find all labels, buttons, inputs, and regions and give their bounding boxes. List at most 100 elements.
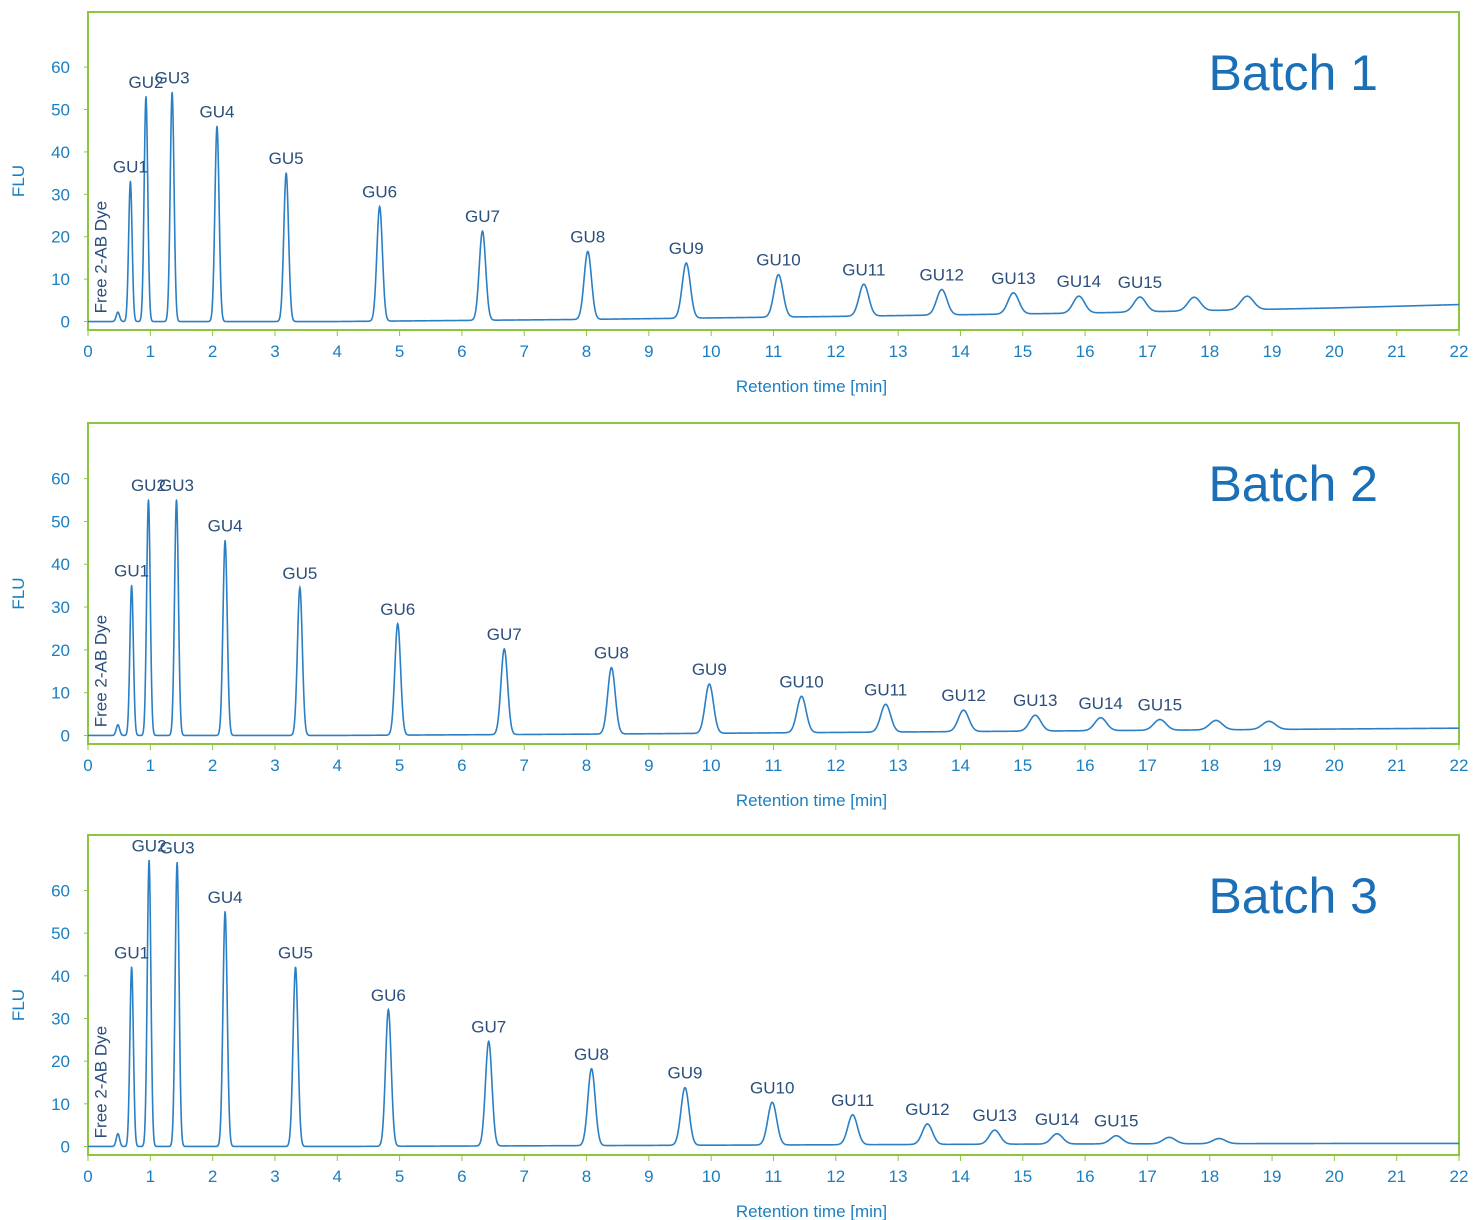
y-tick-label: 0 (61, 726, 70, 745)
peak-label-gu12: GU12 (905, 1100, 949, 1119)
x-tick-label: 15 (1013, 1167, 1032, 1186)
x-tick-label: 10 (702, 342, 721, 361)
peak-point (117, 723, 119, 726)
peak-point (175, 499, 178, 501)
peak-point (147, 499, 150, 501)
peak-label-gu11: GU11 (842, 260, 885, 279)
peak-label-gu8: GU8 (570, 228, 605, 247)
batch-title: Batch 1 (1208, 45, 1378, 101)
peak-point (1034, 714, 1037, 717)
peak-point (962, 709, 965, 711)
peak-label-gu2: GU2 (131, 476, 166, 495)
chromatogram-trace (88, 860, 1459, 1148)
x-tick-label: 10 (702, 1167, 721, 1186)
peak-point (1139, 296, 1141, 298)
peak-label-gu13: GU13 (991, 269, 1035, 288)
x-tick-label: 18 (1200, 1167, 1219, 1186)
peak-label-gu14: GU14 (1078, 694, 1122, 713)
y-tick-label: 10 (51, 270, 70, 289)
x-tick-label: 19 (1263, 1167, 1282, 1186)
peak-label-gu14: GU14 (1057, 272, 1101, 291)
peak-label-gu14: GU14 (1035, 1110, 1079, 1129)
y-tick-label: 40 (51, 555, 70, 574)
peak-label-gu2: GU2 (128, 73, 163, 92)
peak-point (117, 311, 119, 313)
x-tick-label: 12 (826, 756, 845, 775)
peak-point (685, 262, 688, 264)
x-tick-label: 9 (644, 342, 653, 361)
y-tick-label: 10 (51, 684, 70, 703)
chromatogram-trace (88, 499, 1460, 737)
y-tick-label: 60 (51, 470, 70, 489)
peak-label-gu10: GU10 (779, 672, 823, 691)
peak-point (130, 966, 133, 969)
peak-label-gu8: GU8 (594, 644, 629, 663)
peak-label-gu1: GU1 (113, 158, 148, 177)
peak-point (224, 539, 226, 542)
peak-point (117, 1132, 119, 1135)
x-tick-label: 9 (644, 1167, 653, 1186)
y-tick-label: 60 (51, 58, 70, 77)
peak-point (590, 1067, 593, 1070)
x-axis-title: Retention time [min] (736, 377, 887, 396)
x-tick-label: 13 (889, 342, 908, 361)
x-tick-label: 11 (765, 756, 783, 775)
x-tick-label: 11 (765, 342, 783, 361)
x-tick-label: 18 (1200, 342, 1219, 361)
peak-point (1215, 719, 1217, 722)
peak-point (884, 703, 887, 706)
y-axis-title: FLU (9, 165, 28, 197)
x-tick-label: 14 (951, 756, 970, 775)
peak-point (800, 695, 803, 698)
x-tick-label: 16 (1076, 342, 1095, 361)
peak-label-gu6: GU6 (380, 600, 415, 619)
x-tick-label: 8 (582, 1167, 591, 1186)
y-axis-title: FLU (9, 989, 28, 1021)
x-tick-label: 11 (765, 1167, 783, 1186)
peak-label-gu13: GU13 (1013, 691, 1057, 710)
peak-point (586, 250, 589, 253)
x-tick-label: 14 (951, 342, 970, 361)
peak-point (926, 1123, 929, 1125)
peak-label-gu3: GU3 (155, 69, 190, 88)
peak-label-gu3: GU3 (159, 476, 194, 495)
x-tick-label: 17 (1138, 756, 1157, 775)
peak-label-gu15: GU15 (1138, 696, 1182, 715)
peak-point (1159, 718, 1161, 721)
y-tick-label: 40 (51, 143, 70, 162)
x-tick-label: 9 (644, 756, 653, 775)
peak-label-gu12: GU12 (920, 266, 964, 285)
x-tick-label: 19 (1263, 342, 1282, 361)
peak-point (503, 648, 506, 650)
peak-point (148, 859, 150, 862)
peak-label-gu9: GU9 (692, 660, 727, 679)
peak-label-gu13: GU13 (973, 1106, 1017, 1125)
x-tick-label: 1 (146, 1167, 155, 1186)
peak-label-gu1: GU1 (114, 562, 149, 581)
peak-label-gu3: GU3 (160, 839, 195, 858)
peak-label-gu7: GU7 (471, 1017, 506, 1036)
peak-point (1099, 716, 1102, 719)
y-tick-label: 40 (51, 967, 70, 986)
x-tick-label: 20 (1325, 756, 1344, 775)
x-tick-label: 12 (826, 1167, 845, 1186)
x-tick-label: 3 (270, 756, 279, 775)
x-tick-label: 7 (519, 756, 528, 775)
y-tick-label: 30 (51, 598, 70, 617)
peak-point (777, 273, 780, 276)
y-tick-label: 50 (51, 512, 70, 531)
x-tick-label: 0 (83, 756, 92, 775)
peak-point (1268, 720, 1270, 723)
x-tick-label: 0 (83, 342, 92, 361)
batch-title: Batch 2 (1208, 456, 1378, 512)
peak-label-gu5: GU5 (269, 149, 304, 168)
peak-point (487, 1040, 490, 1043)
x-tick-label: 4 (333, 342, 342, 361)
peak-label-gu4: GU4 (208, 517, 243, 536)
x-tick-label: 22 (1450, 756, 1469, 775)
peak-label-gu15: GU15 (1094, 1112, 1138, 1131)
peak-label-gu7: GU7 (465, 207, 500, 226)
